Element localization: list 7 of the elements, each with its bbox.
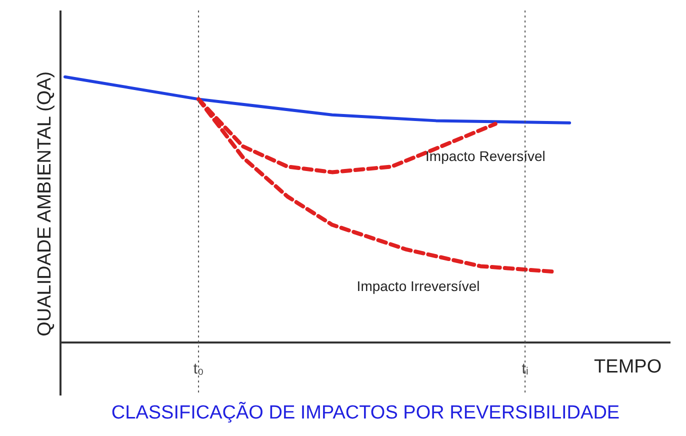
series-label: Impacto Reversível [426,148,546,164]
x-axis-title: TEMPO [594,356,662,378]
y-axis-title: QUALIDADE AMBIENTAL (QA) [34,71,56,336]
series-label: Impacto Irreversível [356,278,480,294]
text: CLASSIFICAÇÃO DE IMPACTOS POR REVERSIBILIDADE [111,402,620,424]
x-tick-label: t₀ [193,360,204,378]
x-tick-label: tᵢ [522,360,528,378]
